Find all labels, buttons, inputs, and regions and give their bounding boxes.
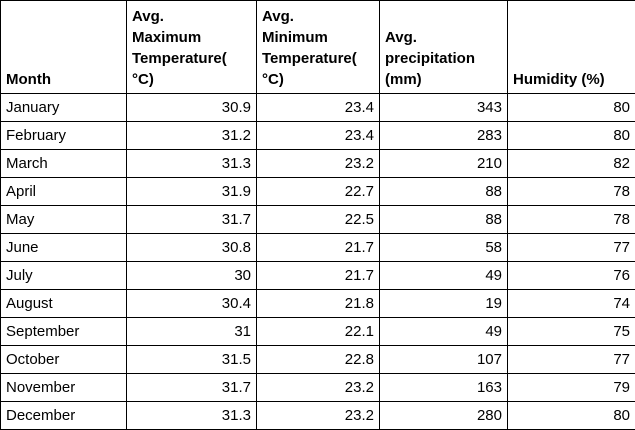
cell-humidity: 82 [507, 149, 635, 178]
table-row-october: October 31.5 22.8 107 77 [0, 345, 635, 374]
cell-avg-max-temp: 31.3 [126, 149, 257, 178]
cell-avg-precipitation: 280 [379, 401, 508, 430]
cell-avg-precipitation: 283 [379, 121, 508, 150]
table-row-november: November 31.7 23.2 163 79 [0, 373, 635, 402]
cell-humidity: 80 [507, 93, 635, 122]
cell-avg-min-temp: 21.8 [256, 289, 380, 318]
header-month: Month [0, 0, 127, 94]
table-row-january: January 30.9 23.4 343 80 [0, 93, 635, 122]
cell-humidity: 78 [507, 205, 635, 234]
cell-humidity: 79 [507, 373, 635, 402]
cell-avg-max-temp: 30 [126, 261, 257, 290]
cell-month: October [0, 345, 127, 374]
cell-avg-precipitation: 19 [379, 289, 508, 318]
table-row-april: April 31.9 22.7 88 78 [0, 177, 635, 206]
cell-humidity: 77 [507, 345, 635, 374]
cell-month: December [0, 401, 127, 430]
cell-avg-max-temp: 31.3 [126, 401, 257, 430]
cell-avg-min-temp: 23.2 [256, 373, 380, 402]
cell-month: February [0, 121, 127, 150]
cell-avg-precipitation: 163 [379, 373, 508, 402]
cell-avg-precipitation: 343 [379, 93, 508, 122]
cell-month: March [0, 149, 127, 178]
cell-humidity: 75 [507, 317, 635, 346]
cell-avg-min-temp: 21.7 [256, 261, 380, 290]
cell-humidity: 80 [507, 401, 635, 430]
header-avg-max-temperature: Avg. Maximum Temperature( °C) [126, 0, 257, 94]
table-row-june: June 30.8 21.7 58 77 [0, 233, 635, 262]
cell-avg-min-temp: 23.4 [256, 121, 380, 150]
cell-avg-min-temp: 23.2 [256, 401, 380, 430]
cell-avg-max-temp: 30.9 [126, 93, 257, 122]
cell-month: November [0, 373, 127, 402]
cell-humidity: 80 [507, 121, 635, 150]
cell-avg-max-temp: 30.8 [126, 233, 257, 262]
cell-avg-precipitation: 58 [379, 233, 508, 262]
cell-avg-max-temp: 31.5 [126, 345, 257, 374]
cell-avg-precipitation: 88 [379, 205, 508, 234]
cell-avg-min-temp: 23.2 [256, 149, 380, 178]
table-row-july: July 30 21.7 49 76 [0, 261, 635, 290]
cell-month: June [0, 233, 127, 262]
cell-humidity: 77 [507, 233, 635, 262]
header-avg-precipitation: Avg. precipitation (mm) [379, 0, 508, 94]
cell-humidity: 76 [507, 261, 635, 290]
cell-month: January [0, 93, 127, 122]
cell-avg-min-temp: 22.7 [256, 177, 380, 206]
cell-avg-min-temp: 21.7 [256, 233, 380, 262]
cell-month: July [0, 261, 127, 290]
cell-avg-min-temp: 22.1 [256, 317, 380, 346]
cell-humidity: 74 [507, 289, 635, 318]
table-row-february: February 31.2 23.4 283 80 [0, 121, 635, 150]
cell-avg-max-temp: 31.9 [126, 177, 257, 206]
table-row-september: September 31 22.1 49 75 [0, 317, 635, 346]
cell-avg-precipitation: 210 [379, 149, 508, 178]
header-row: Month Avg. Maximum Temperature( °C) Avg.… [0, 0, 635, 94]
cell-avg-precipitation: 49 [379, 261, 508, 290]
cell-month: April [0, 177, 127, 206]
cell-avg-min-temp: 22.8 [256, 345, 380, 374]
cell-avg-precipitation: 107 [379, 345, 508, 374]
table-row-may: May 31.7 22.5 88 78 [0, 205, 635, 234]
table-row-march: March 31.3 23.2 210 82 [0, 149, 635, 178]
cell-avg-min-temp: 23.4 [256, 93, 380, 122]
cell-avg-max-temp: 30.4 [126, 289, 257, 318]
cell-avg-precipitation: 88 [379, 177, 508, 206]
cell-avg-max-temp: 31.2 [126, 121, 257, 150]
cell-avg-max-temp: 31 [126, 317, 257, 346]
header-avg-min-temperature: Avg. Minimum Temperature( °C) [256, 0, 380, 94]
cell-month: May [0, 205, 127, 234]
header-humidity: Humidity (%) [507, 0, 635, 94]
cell-avg-max-temp: 31.7 [126, 373, 257, 402]
cell-month: September [0, 317, 127, 346]
cell-avg-precipitation: 49 [379, 317, 508, 346]
table-row-august: August 30.4 21.8 19 74 [0, 289, 635, 318]
cell-avg-max-temp: 31.7 [126, 205, 257, 234]
table-row-december: December 31.3 23.2 280 80 [0, 401, 635, 430]
cell-avg-min-temp: 22.5 [256, 205, 380, 234]
cell-humidity: 78 [507, 177, 635, 206]
cell-month: August [0, 289, 127, 318]
